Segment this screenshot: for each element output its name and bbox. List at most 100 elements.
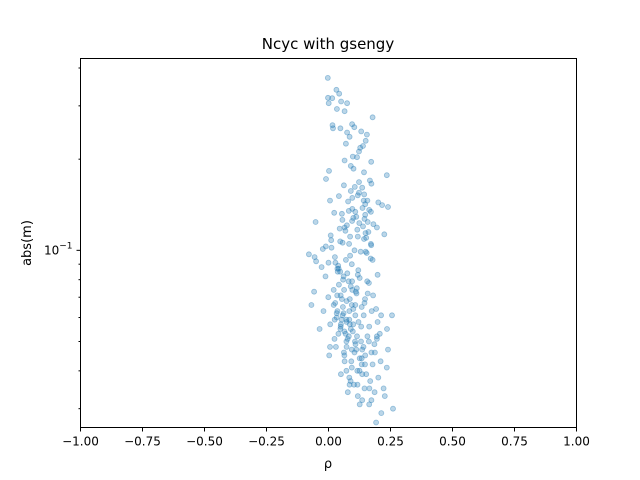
- data-point: [348, 346, 355, 353]
- x-tick-label: 0.50: [439, 435, 466, 449]
- x-tick-label: −0.25: [248, 435, 285, 449]
- data-point: [358, 355, 365, 362]
- data-point: [358, 338, 364, 345]
- data-point: [362, 230, 369, 237]
- data-point: [348, 302, 355, 308]
- data-point: [320, 308, 327, 315]
- data-point: [333, 106, 340, 112]
- data-point: [342, 256, 349, 263]
- data-point: [341, 328, 348, 335]
- data-point: [364, 290, 371, 297]
- data-point: [308, 302, 315, 308]
- data-point: [366, 401, 373, 408]
- data-point: [350, 214, 357, 221]
- data-point: [364, 197, 371, 204]
- data-point: [335, 193, 342, 200]
- data-point: [335, 262, 342, 269]
- data-point: [378, 312, 385, 319]
- data-point: [346, 381, 353, 388]
- data-point: [350, 321, 357, 328]
- data-point: [335, 281, 342, 288]
- chart-title: Ncyc with gsengy: [262, 35, 395, 53]
- data-point: [347, 326, 354, 332]
- data-point: [354, 393, 361, 400]
- data-point: [352, 341, 359, 348]
- data-point: [352, 208, 359, 215]
- data-point: [356, 367, 363, 374]
- data-point: [342, 330, 349, 337]
- data-point: [363, 371, 370, 378]
- data-point: [316, 326, 323, 332]
- data-point: [349, 121, 356, 128]
- x-axis-label: ρ: [324, 457, 332, 472]
- data-point: [344, 129, 351, 136]
- data-point: [322, 273, 329, 280]
- data-point: [345, 198, 352, 205]
- data-point: [360, 197, 367, 204]
- data-point: [341, 352, 348, 359]
- data-point: [353, 290, 360, 297]
- data-point: [366, 385, 373, 392]
- data-point: [354, 192, 361, 199]
- data-point: [355, 267, 362, 274]
- data-point: [358, 361, 365, 368]
- data-point: [346, 240, 353, 247]
- data-point: [325, 294, 332, 301]
- data-point: [362, 296, 368, 303]
- x-tick-label: 1.00: [563, 435, 590, 449]
- data-point: [340, 276, 347, 283]
- data-point: [362, 248, 369, 255]
- data-point: [354, 233, 361, 240]
- data-point: [381, 393, 388, 400]
- data-point: [344, 270, 351, 277]
- data-point: [371, 349, 378, 356]
- data-point: [375, 199, 382, 206]
- data-point: [364, 219, 371, 225]
- data-point: [336, 90, 343, 97]
- data-point: [323, 176, 329, 182]
- data-point: [335, 265, 342, 272]
- data-point: [337, 125, 344, 132]
- data-point: [349, 153, 356, 160]
- data-point: [348, 358, 355, 365]
- data-point: [337, 292, 344, 299]
- data-point: [363, 234, 370, 241]
- data-point: [347, 283, 354, 290]
- data-point: [368, 158, 375, 165]
- data-point: [356, 355, 363, 362]
- data-point: [384, 326, 390, 332]
- data-point: [339, 304, 346, 310]
- data-point: [380, 385, 387, 392]
- x-tick-label: 0.25: [377, 435, 404, 449]
- data-point: [356, 275, 363, 281]
- data-point: [371, 389, 378, 396]
- y-tick-label: 10−1: [44, 241, 73, 257]
- data-point: [373, 419, 380, 426]
- data-point: [343, 319, 350, 325]
- data-point: [344, 335, 351, 342]
- data-point: [349, 328, 356, 335]
- data-point: [359, 371, 366, 378]
- data-point: [376, 330, 383, 337]
- data-point: [360, 143, 366, 149]
- data-point: [360, 312, 367, 319]
- data-point: [346, 296, 353, 303]
- data-point: [327, 343, 333, 350]
- data-point: [359, 205, 366, 211]
- data-point: [363, 131, 370, 138]
- data-point: [345, 278, 352, 285]
- data-point: [339, 216, 346, 223]
- data-point: [361, 385, 368, 392]
- data-point: [330, 125, 336, 132]
- data-point: [352, 288, 359, 295]
- data-point: [351, 247, 358, 254]
- data-point: [354, 333, 360, 340]
- x-tick-label: −0.75: [124, 435, 161, 449]
- data-point: [366, 323, 373, 330]
- data-point: [389, 312, 395, 319]
- data-point: [373, 306, 380, 312]
- data-point: [346, 316, 353, 323]
- data-point: [325, 94, 331, 101]
- data-point: [346, 308, 353, 315]
